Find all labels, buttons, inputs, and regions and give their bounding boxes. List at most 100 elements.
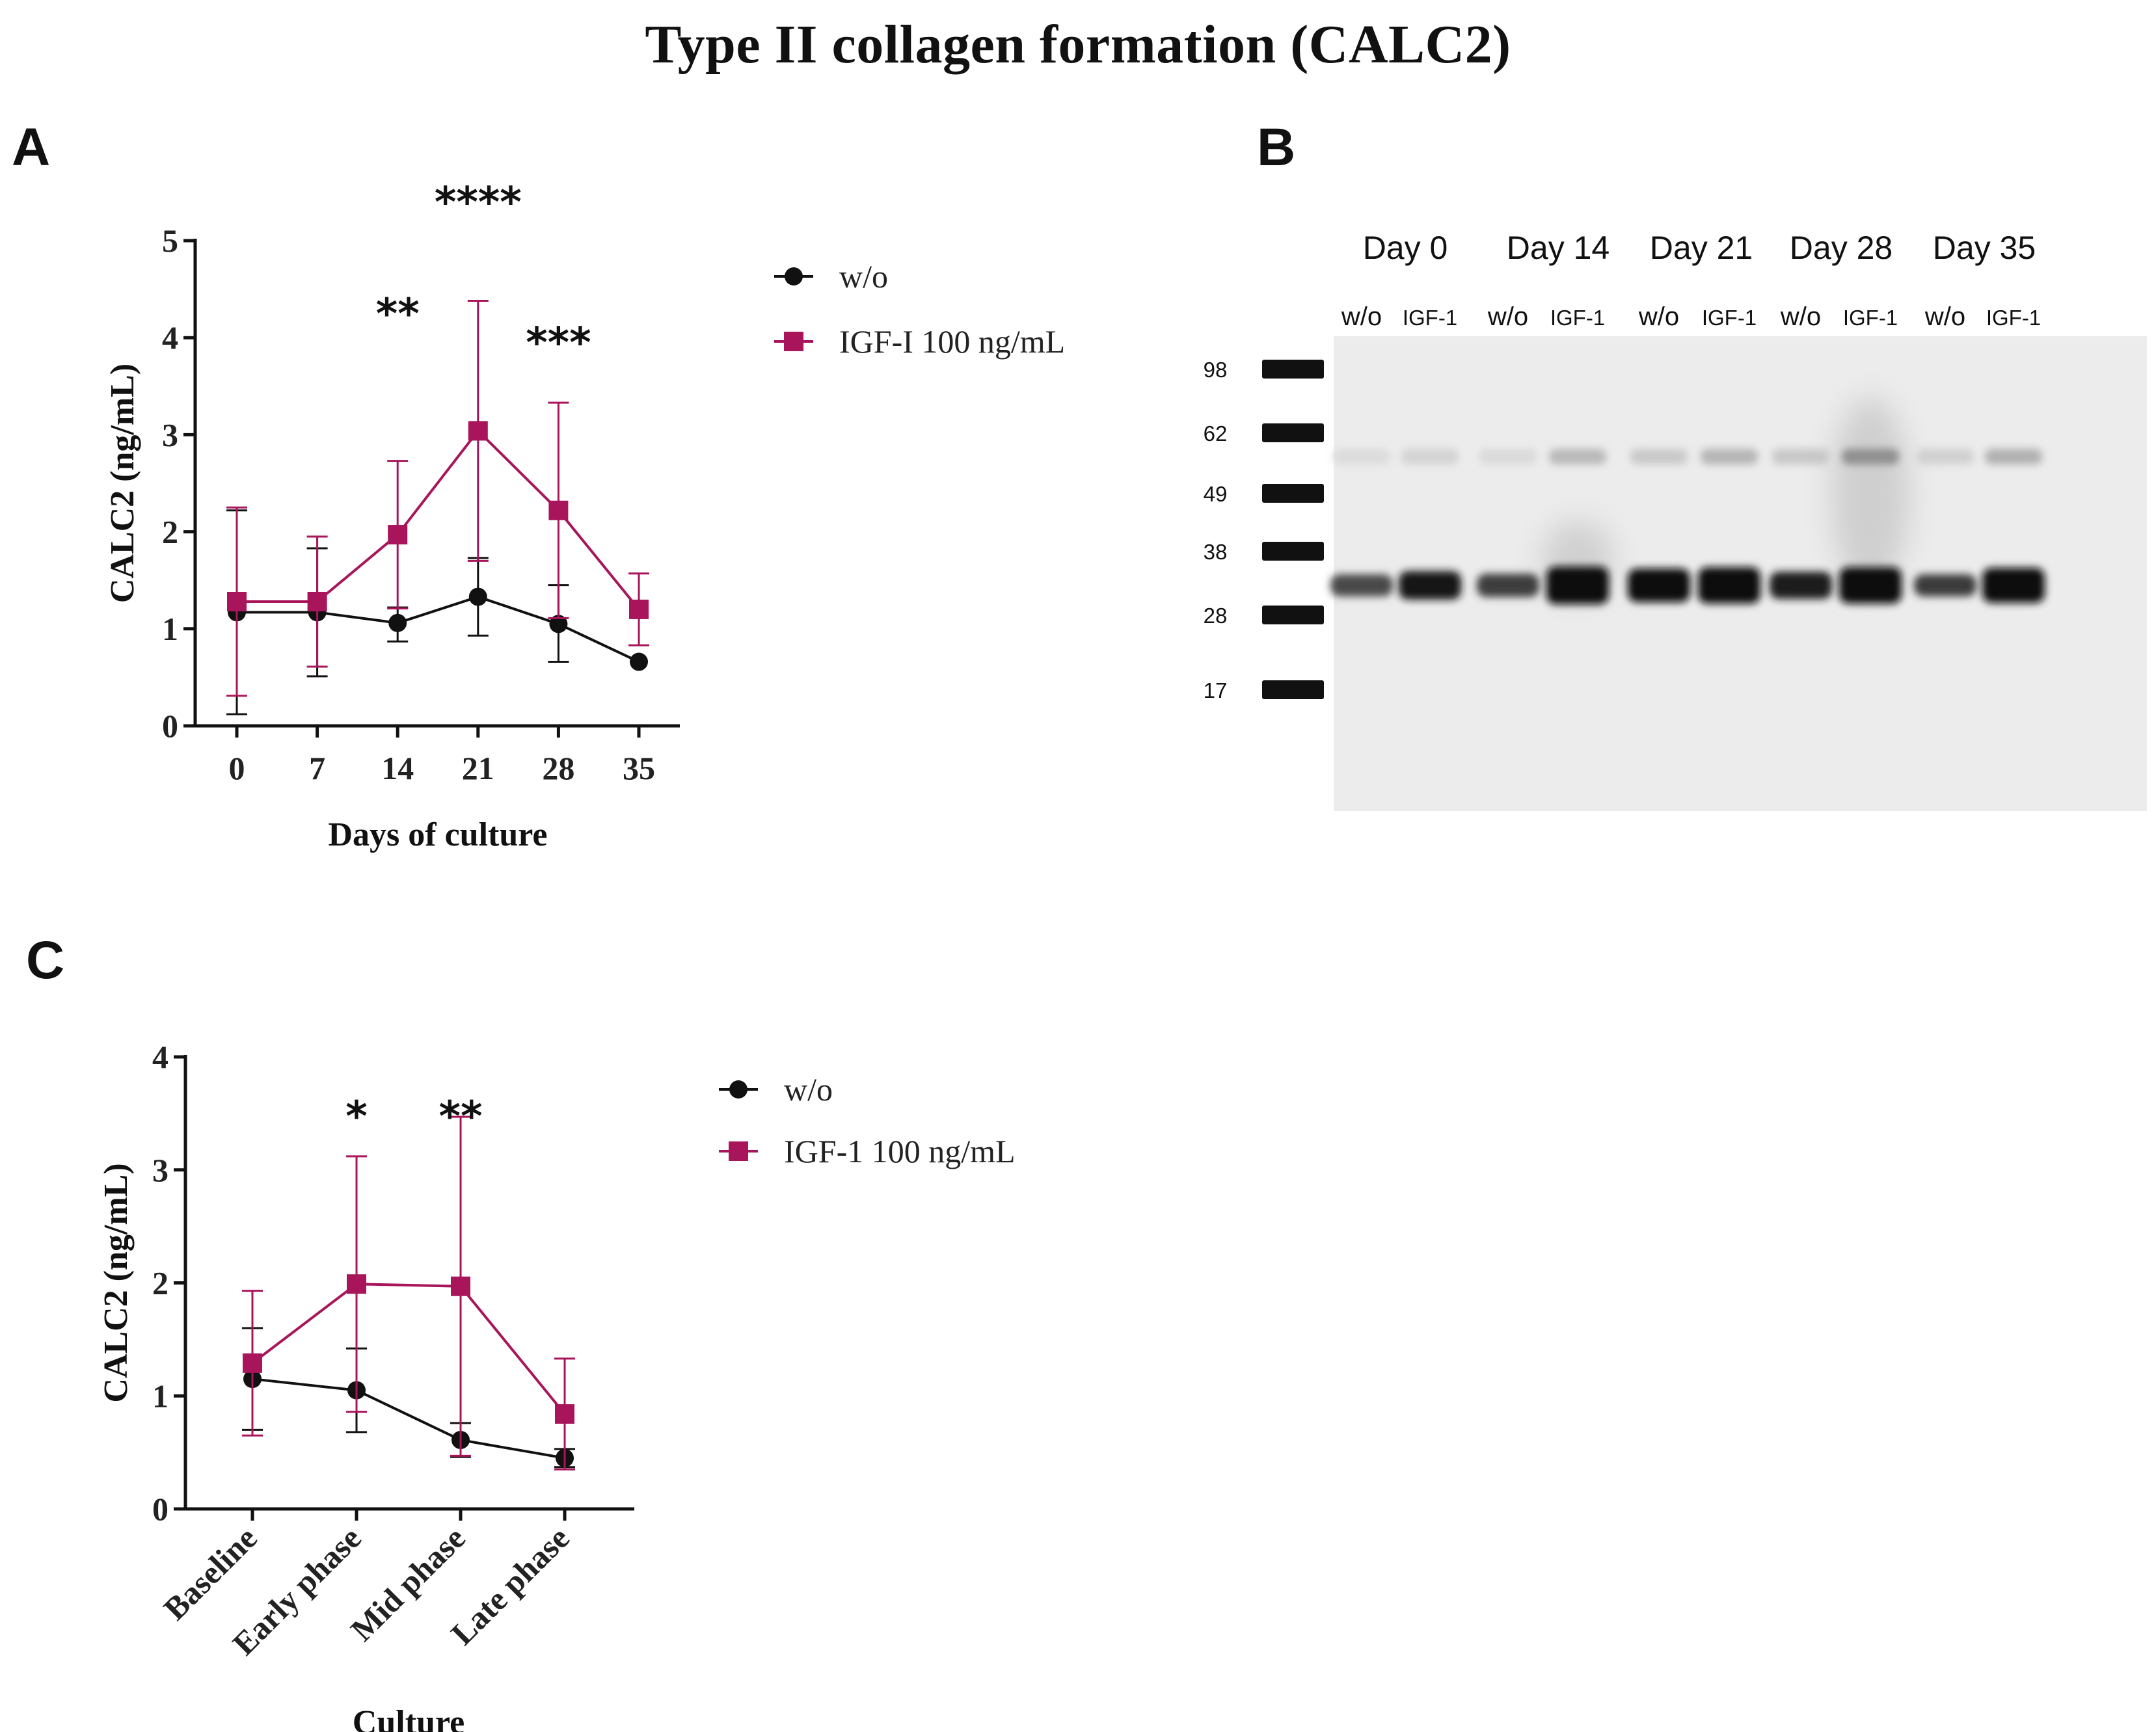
series-line [252, 1378, 565, 1459]
series-line [237, 429, 640, 611]
blot-band-upper [1479, 449, 1537, 464]
legend-marker [729, 1080, 748, 1099]
blot-band-upper [1701, 449, 1758, 464]
significance-stars: **** [435, 179, 522, 227]
blot-band-lower [1399, 571, 1461, 600]
legend-label: IGF-I 100 ng/mL [839, 323, 1065, 360]
panel-letter-b: B [1257, 118, 1296, 177]
significance-stars: * [345, 1093, 367, 1141]
blot-lane-label: IGF-1 [1403, 306, 1457, 330]
blot-smear [1831, 397, 1909, 592]
ladder-band [1262, 606, 1324, 624]
blot-band-upper [1333, 449, 1390, 464]
y-tick-label: 2 [162, 514, 178, 550]
blot-band-lower [1839, 567, 1902, 604]
data-point [451, 1276, 470, 1296]
data-point [549, 615, 568, 633]
blot-band-upper [1917, 449, 1974, 464]
blot-lane-label: IGF-1 [1843, 306, 1898, 330]
data-point [307, 592, 327, 612]
data-point [630, 652, 648, 671]
y-tick-label: 2 [152, 1265, 168, 1301]
blot-lane-label: IGF-1 [1702, 306, 1757, 330]
blot-lane-label: w/o [1487, 302, 1528, 331]
blot-band-upper [1549, 449, 1606, 464]
data-point [629, 599, 649, 619]
blot-lane-label: w/o [1924, 302, 1965, 331]
blot-band-lower [1628, 568, 1690, 602]
data-point [548, 500, 569, 520]
ladder-size-label: 38 [1204, 540, 1228, 564]
blot-day-label: Day 0 [1363, 230, 1448, 266]
x-axis-title: Culture [353, 1704, 465, 1732]
ladder-band [1262, 680, 1324, 699]
y-axis-title: CALC2 (ng/mL) [98, 1163, 135, 1402]
data-point [347, 1274, 366, 1294]
y-tick-label: 1 [152, 1378, 168, 1414]
ladder-band [1262, 542, 1324, 561]
data-point [243, 1353, 262, 1373]
series-line [237, 595, 640, 663]
blot-lane-label: w/o [1780, 302, 1821, 331]
significance-stars: ** [376, 290, 420, 338]
blot-band-lower [1546, 566, 1609, 604]
significance-stars: *** [526, 319, 591, 367]
blot-lane-label: IGF-1 [1550, 306, 1605, 330]
x-tick-label: 14 [381, 750, 414, 786]
data-point [468, 587, 487, 606]
blot-band-upper [1401, 449, 1459, 464]
blot-band-upper [1985, 449, 2042, 464]
x-tick-label: 35 [623, 750, 655, 786]
blot-band-lower [1477, 574, 1539, 597]
legend-marker [729, 1141, 748, 1161]
blot-band-lower [1982, 568, 2045, 603]
x-tick-label: 28 [542, 750, 574, 786]
blot-day-label: Day 35 [1933, 230, 2036, 266]
legend-label: w/o [839, 258, 888, 295]
data-point [388, 613, 407, 632]
y-tick-label: 5 [162, 222, 178, 259]
series-igf [242, 1115, 575, 1471]
ladder-size-label: 62 [1204, 421, 1228, 446]
y-tick-label: 1 [162, 611, 178, 647]
blot-day-label: Day 14 [1507, 230, 1610, 266]
ladder-size-label: 98 [1204, 358, 1228, 382]
panel-letter-a: A [12, 118, 51, 177]
blot-day-label: Day 21 [1650, 230, 1753, 266]
panel-letter-c: C [26, 931, 65, 990]
blot-lane-label: IGF-1 [1986, 306, 2041, 330]
y-tick-label: 3 [152, 1152, 168, 1188]
legend-label: IGF-1 100 ng/mL [784, 1133, 1016, 1169]
blot-band-lower [1770, 572, 1832, 599]
data-point [388, 525, 408, 545]
series-line [251, 1283, 566, 1415]
blot-lane-label: w/o [1341, 302, 1382, 331]
y-tick-label: 0 [162, 708, 178, 744]
data-point [227, 592, 247, 612]
significance-stars: ** [439, 1093, 483, 1141]
blot-lane-label: w/o [1638, 302, 1679, 331]
blot-band-upper [1630, 449, 1688, 464]
blot-day-label: Day 28 [1790, 230, 1893, 266]
x-axis-title: Days of culture [328, 816, 547, 853]
y-tick-label: 4 [162, 319, 178, 356]
data-point [468, 421, 488, 441]
y-tick-label: 0 [152, 1491, 168, 1527]
x-tick-label: 7 [309, 750, 325, 786]
figure-title: Type II collagen formation (CALC2) [645, 14, 1511, 75]
legend-marker [785, 267, 803, 286]
ladder-band [1262, 423, 1324, 442]
ladder-size-label: 49 [1204, 482, 1228, 506]
legend-marker [784, 332, 803, 351]
blot-band-upper [1772, 449, 1829, 464]
ladder-size-label: 17 [1204, 678, 1228, 702]
series-igf [226, 300, 649, 697]
blot-band-lower [1914, 574, 1976, 596]
ladder-size-label: 28 [1204, 604, 1228, 628]
x-tick-label: 21 [462, 750, 494, 786]
y-axis-title: CALC2 (ng/mL) [104, 364, 141, 603]
x-tick-label: 0 [229, 750, 245, 786]
